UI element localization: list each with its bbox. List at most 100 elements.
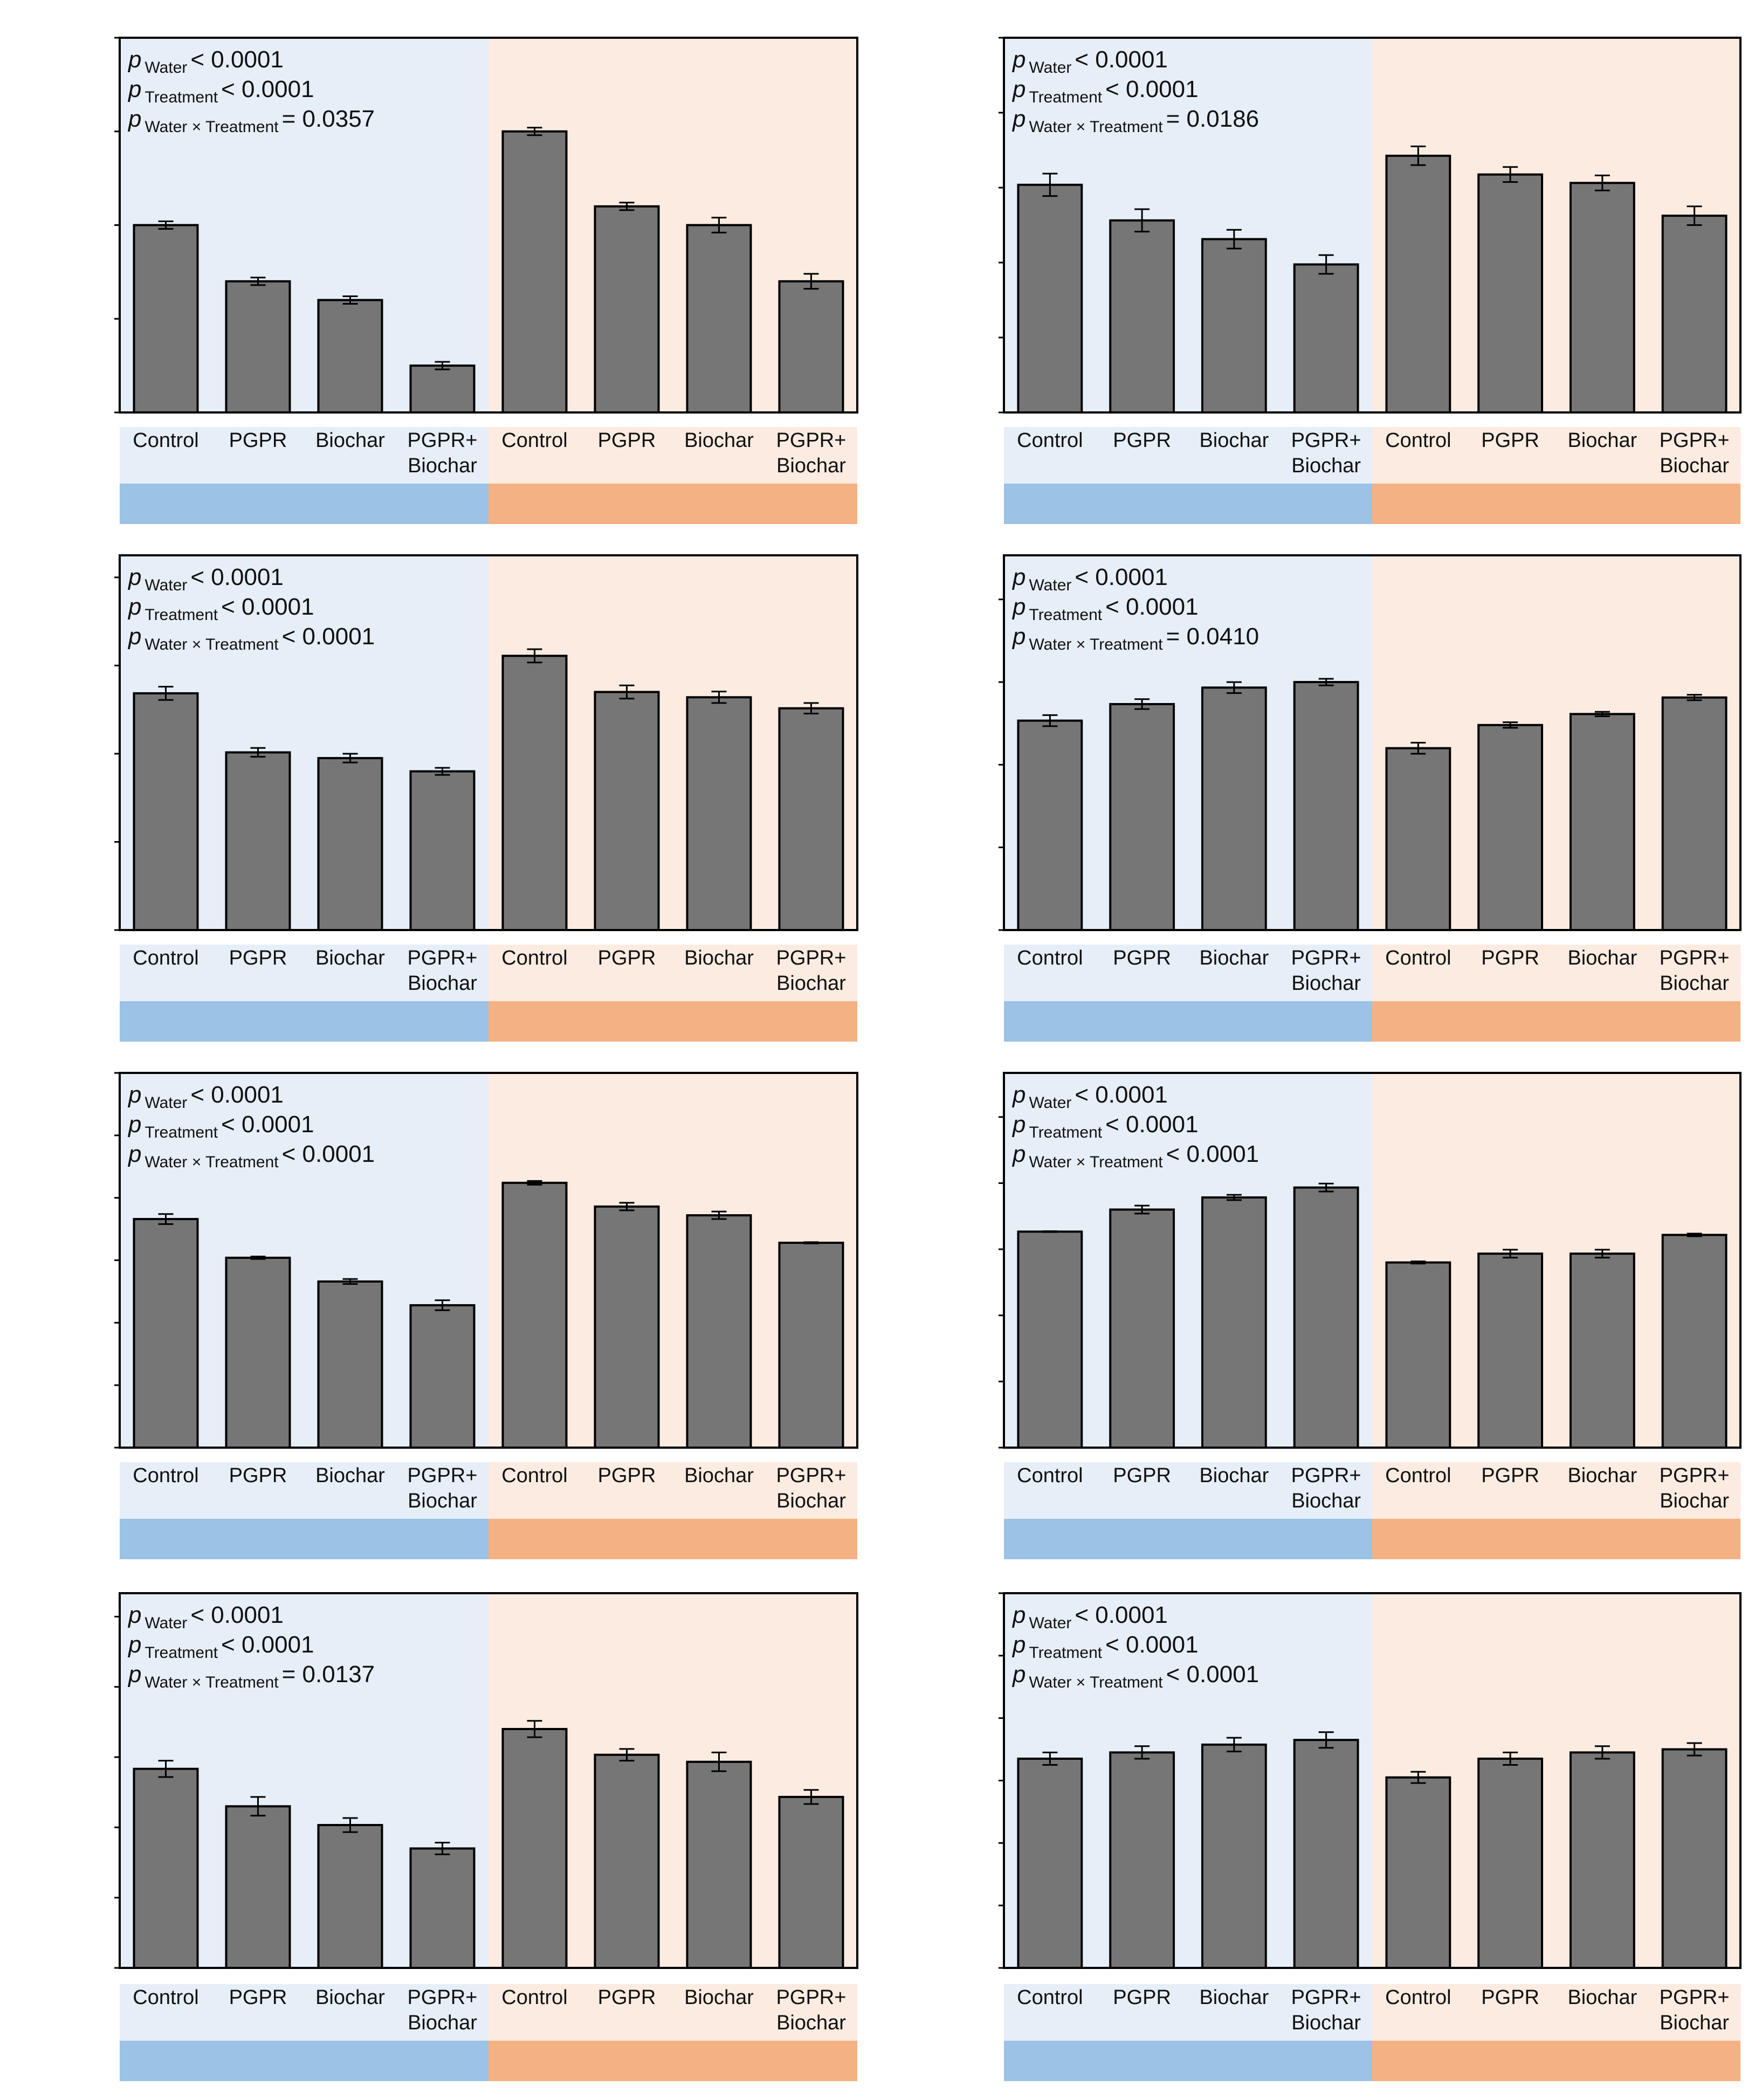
category-label: Biochar <box>1567 429 1637 452</box>
p-value-text: < 0.0001 <box>1075 1082 1168 1108</box>
p-subscript: Water × Treatment <box>1029 118 1163 136</box>
p-symbol: p <box>1011 1661 1025 1688</box>
bar <box>501 655 568 932</box>
p-symbol: p <box>127 594 141 620</box>
category-label-line: Control <box>501 947 568 969</box>
category-label-line: Biochar <box>1199 1986 1269 2009</box>
p-value-text: < 0.0001 <box>190 46 284 73</box>
category-label: PGPR+ Biochar <box>1291 429 1361 477</box>
category-label-line: Biochar <box>776 972 846 995</box>
p-value-line: p Water < 0.0001 <box>1011 46 1168 77</box>
category-label: Control <box>1017 947 1083 969</box>
category-label-line: PGPR <box>1113 947 1171 969</box>
fresh-category-background <box>120 427 488 484</box>
saline-category-background <box>1372 1462 1740 1519</box>
category-label-line: PGPR+ <box>1291 1986 1361 2009</box>
bar <box>317 1824 383 1969</box>
category-label-line: PGPR <box>1481 429 1539 452</box>
p-value-text: = 0.0357 <box>282 106 375 132</box>
category-label-line: PGPR <box>598 429 656 452</box>
category-label-line: Control <box>1385 947 1451 969</box>
category-label: Control <box>133 947 199 969</box>
category-label: PGPR <box>1113 1986 1171 2009</box>
p-value-line: p Water × Treatment < 0.0001 <box>127 1141 375 1171</box>
bar <box>1201 1196 1267 1449</box>
category-label: Biochar <box>1199 429 1269 452</box>
category-label: Biochar <box>315 429 385 452</box>
panel-e: Control PGPR Biochar PGPR+ Biochar Control PGP… <box>999 37 1742 524</box>
bar <box>501 1727 568 1969</box>
bar <box>225 280 291 414</box>
p-value-line: p Water < 0.0001 <box>127 1602 284 1632</box>
p-symbol: p <box>127 1111 141 1138</box>
category-label: Control <box>501 1986 568 2009</box>
category-label-line: PGPR <box>229 1464 287 1487</box>
p-value-line: p Treatment < 0.0001 <box>1011 1631 1199 1662</box>
category-label: Control <box>1385 429 1451 452</box>
p-value-text: < 0.0001 <box>190 1082 284 1108</box>
p-subscript: Treatment <box>144 606 218 624</box>
category-label-line: Control <box>501 1986 568 2009</box>
p-subscript: Water <box>1029 1094 1071 1112</box>
category-label-line: Biochar <box>684 429 754 452</box>
bar <box>1385 1261 1451 1449</box>
bar <box>409 1847 476 1969</box>
category-label: PGPR+ Biochar <box>776 1464 846 1512</box>
p-value-line: p Water × Treatment = 0.0357 <box>127 106 375 136</box>
bar <box>594 691 660 931</box>
p-value-line: p Treatment < 0.0001 <box>1011 594 1199 624</box>
category-label-line: Biochar <box>1660 2012 1729 2034</box>
category-label-line: PGPR <box>1113 429 1171 452</box>
category-label: Biochar <box>684 947 754 969</box>
category-label: PGPR <box>229 1986 287 2009</box>
panel-b: Control PGPR Biochar PGPR+ Biochar Control PGP… <box>114 554 858 1042</box>
bar <box>1661 696 1727 931</box>
p-subscript: Treatment <box>144 88 218 106</box>
p-value-text: < 0.0001 <box>221 1631 314 1658</box>
bar <box>1569 182 1635 414</box>
bar <box>1569 1252 1635 1449</box>
category-label-line: Control <box>501 429 568 452</box>
category-label-line: PGPR <box>1113 1464 1171 1487</box>
category-label-line: PGPR+ <box>776 429 846 452</box>
p-subscript: Treatment <box>1029 606 1102 624</box>
p-value-line: p Water < 0.0001 <box>1011 1602 1168 1632</box>
category-label: Control <box>133 1464 199 1487</box>
category-label: PGPR <box>598 947 656 969</box>
category-label: Biochar <box>1199 947 1269 969</box>
bar <box>133 692 199 932</box>
p-subscript: Water × Treatment <box>1029 1153 1163 1171</box>
category-label-line: PGPR+ <box>1660 947 1730 969</box>
bar <box>501 1181 568 1449</box>
bar <box>1569 1751 1635 1969</box>
p-symbol: p <box>1011 76 1025 102</box>
saline-category-background <box>488 1462 857 1519</box>
p-value-text: < 0.0001 <box>1105 1111 1199 1138</box>
plot-frame <box>1003 1072 1742 1449</box>
p-symbol: p <box>127 1141 141 1167</box>
bar <box>1201 238 1267 414</box>
bar <box>686 1760 752 1969</box>
bar <box>1109 1208 1175 1449</box>
p-symbol: p <box>1011 594 1025 620</box>
category-label-line: Biochar <box>408 972 477 995</box>
category-label-line: Biochar <box>1567 1464 1637 1487</box>
category-label-line: Biochar <box>684 1986 754 2009</box>
p-value-text: < 0.0001 <box>1075 46 1168 73</box>
p-symbol: p <box>1011 623 1025 650</box>
category-label-line: Biochar <box>684 1464 754 1487</box>
p-value-line: p Treatment < 0.0001 <box>127 1631 314 1662</box>
category-label: PGPR <box>229 429 287 452</box>
saline-category-background <box>1372 1984 1740 2041</box>
panel-d: Control PGPR Biochar PGPR+ Biochar Control PGP… <box>114 1592 858 2081</box>
bar <box>133 224 199 414</box>
saline-water-band <box>1372 1001 1740 1042</box>
category-label: PGPR <box>598 429 656 452</box>
bar <box>1201 686 1267 931</box>
category-label-line: PGPR+ <box>776 947 846 969</box>
category-label-line: Control <box>1017 429 1083 452</box>
category-label-line: Biochar <box>776 455 846 477</box>
category-label-line: Biochar <box>1291 972 1361 995</box>
category-label: Control <box>501 429 568 452</box>
category-label: Biochar <box>315 1464 385 1487</box>
